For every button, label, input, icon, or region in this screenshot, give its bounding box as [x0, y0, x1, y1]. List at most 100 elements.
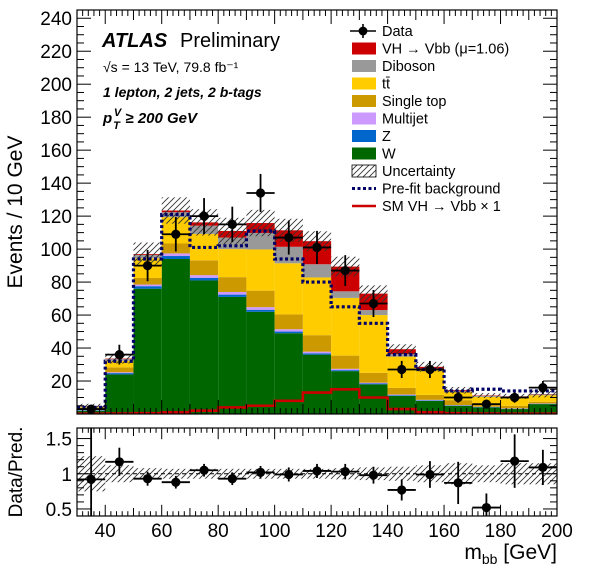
bar-z-5 [218, 294, 247, 297]
bar-w-1 [105, 374, 134, 414]
bar-w-5 [218, 296, 247, 414]
legend-label-single-top: Single top [382, 94, 447, 110]
bar-w-6 [246, 311, 275, 414]
legend-label-diboson: Diboson [382, 59, 435, 75]
legend-label-sm-vh-vbb-1: SM VH → Vbb × 1 [382, 199, 501, 215]
data-point-11 [397, 364, 407, 375]
legend-swatch-multijet [352, 112, 376, 125]
legend: Data VH → Vbb (μ=1.06)Diboson tt̄Single to… [350, 24, 509, 215]
energy-lumi-label: √s = 13 TeV, 79.8 fb⁻¹ [103, 59, 239, 75]
ratio-point-13 [453, 478, 463, 488]
y-tick-label-220: 220 [40, 42, 72, 63]
bar-multijet-9 [331, 368, 360, 371]
bar-ttbar-16 [528, 395, 557, 402]
legend-label-pre-fit-background: Pre-fit background [382, 182, 500, 198]
x-axis-title: mbb [GeV] [464, 541, 557, 567]
bar-z-8 [302, 353, 332, 355]
bar-z-9 [331, 370, 360, 372]
y-tick-label-80: 80 [51, 273, 72, 294]
y-tick-label-240: 240 [40, 9, 72, 30]
bar-z-11 [387, 395, 416, 396]
legend-data-marker [358, 26, 368, 36]
data-point-16 [538, 383, 548, 393]
ratio-point-2 [142, 474, 153, 484]
bar-multijet-10 [359, 382, 388, 384]
ratio-y-tick-label-1.5: 1.5 [46, 430, 72, 451]
status-label: Preliminary [180, 30, 280, 52]
bar-w-8 [302, 354, 332, 414]
ratio-plot-frame [76, 427, 558, 517]
data-point-9 [340, 265, 350, 276]
bar-diboson-6 [246, 232, 275, 250]
x-tick-label-40: 40 [95, 521, 116, 542]
data-point-1 [114, 350, 124, 360]
bar-single-top-5 [218, 277, 247, 292]
x-tick-label-140: 140 [372, 521, 404, 542]
bar-z-1 [105, 373, 134, 375]
prefit-background-line [77, 212, 557, 410]
data-point-10 [368, 298, 379, 309]
ratio-axis-ticks: 0.5 1 1.5 [46, 430, 557, 521]
x-tick-label-120: 120 [315, 521, 347, 542]
experiment-label: ATLAS [101, 30, 168, 52]
bar-z-2 [133, 286, 162, 289]
main-axis-ticks: 20 40 60 80 100 120 140 160 180 200 220 240 [40, 9, 557, 516]
bar-single-top-7 [274, 314, 303, 330]
bar-z-10 [359, 383, 388, 385]
data-point-7 [284, 232, 294, 243]
main-plot-frame [76, 9, 558, 415]
data-points [77, 173, 557, 414]
bar-multijet-6 [246, 307, 275, 310]
uncertainty-bin-14 [472, 393, 501, 399]
ratio-point-9 [340, 467, 350, 477]
legend-swatch-vh-vbb-1-06 [352, 42, 376, 55]
region-label: 1 lepton, 2 jets, 2 b-tags [103, 84, 262, 100]
bar-z-6 [246, 309, 275, 312]
legend-swatch-diboson [352, 60, 376, 72]
bar-single-top-10 [359, 372, 388, 383]
ratio-point-15 [510, 456, 520, 466]
legend-label-tt: tt̄ [382, 77, 390, 93]
ratio-point-12 [425, 469, 435, 480]
bar-w-13 [444, 405, 473, 414]
x-tick-label-100: 100 [259, 521, 291, 542]
ratio-y-tick-label-1: 1 [61, 465, 72, 486]
legend-label-vh-vbb-1-06: VH → Vbb (μ=1.06) [382, 42, 509, 58]
data-point-14 [481, 399, 492, 409]
bar-single-top-6 [246, 290, 275, 308]
bar-multijet-5 [218, 291, 247, 295]
bar-w-11 [387, 395, 416, 414]
x-tick-label-60: 60 [151, 521, 172, 542]
bar-w-14 [472, 407, 501, 414]
y-tick-label-160: 160 [40, 141, 72, 162]
bar-single-top-1 [105, 367, 134, 373]
bar-multijet-3 [161, 253, 190, 257]
bar-z-3 [161, 256, 190, 259]
ratio-point-4 [199, 465, 209, 475]
bar-single-top-2 [133, 277, 162, 285]
bar-ttbar-10 [359, 315, 388, 373]
data-point-6 [255, 188, 266, 198]
bar-multijet-8 [302, 351, 332, 354]
ratio-point-11 [397, 485, 407, 495]
bar-ttbar-7 [274, 263, 303, 315]
cut-label: pTV ≥ 200 GeV [102, 107, 199, 132]
ratio-y-tick-label-0.5: 0.5 [46, 500, 72, 521]
ratio-point-8 [312, 466, 322, 476]
ratio-points [77, 428, 557, 516]
legend-label-w: W [382, 147, 396, 163]
y-tick-label-140: 140 [40, 174, 72, 195]
legend-label-uncertainty: Uncertainty [382, 164, 456, 180]
bar-w-12 [415, 400, 445, 414]
ratio-point-0 [86, 474, 96, 484]
bar-w-3 [161, 258, 190, 414]
bar-single-top-4 [189, 260, 219, 276]
legend-swatch-w [352, 147, 376, 160]
ratio-point-3 [171, 477, 181, 487]
bar-single-top-9 [331, 355, 360, 369]
y-tick-label-180: 180 [40, 108, 72, 129]
x-tick-labels: 40 60 80 100 120 140 160 180 200 [95, 521, 573, 542]
y-tick-label-40: 40 [51, 339, 72, 360]
bar-w-2 [133, 288, 162, 414]
y-tick-label-120: 120 [40, 207, 72, 228]
